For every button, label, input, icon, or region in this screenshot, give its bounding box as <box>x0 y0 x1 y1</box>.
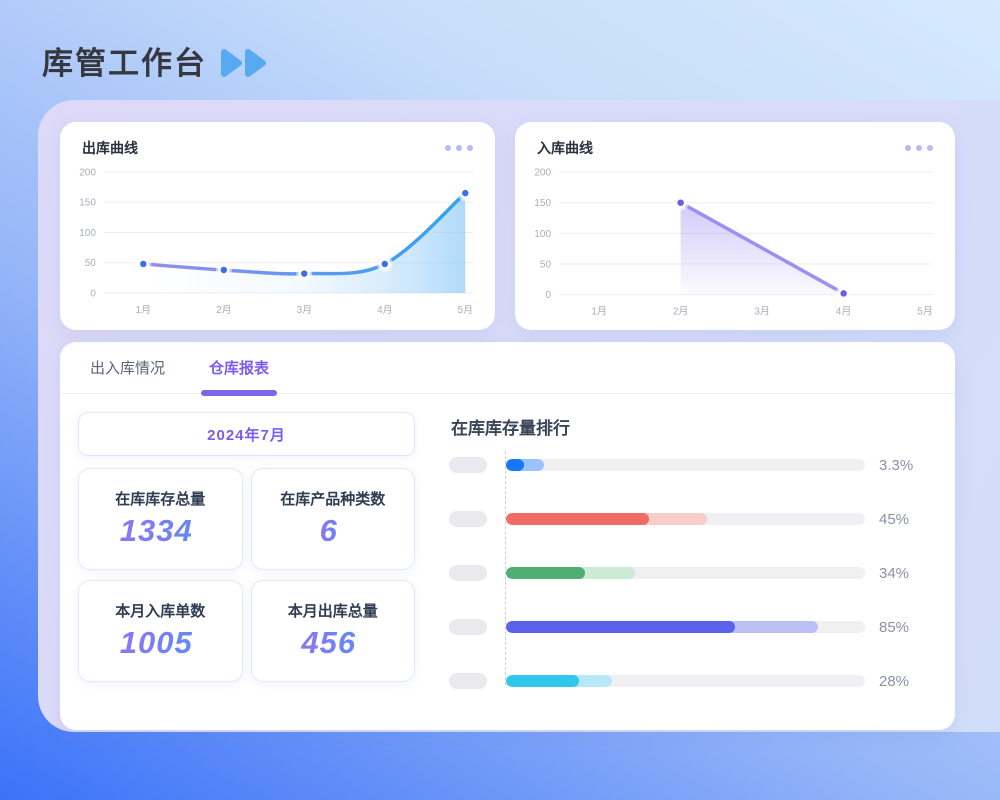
bar-solid-segment <box>506 621 736 633</box>
percent-label: 45% <box>879 510 910 528</box>
stat-card-inbound-orders: 本月入库单数 1005 <box>78 580 243 682</box>
ranking-title: 在库库存量排行 <box>451 419 570 438</box>
stat-value: 456 <box>301 625 364 663</box>
ranking-rows: 3.3% 45% 34% 85% 28% <box>449 451 927 690</box>
ranking-row: 28% <box>449 672 927 690</box>
category-pill <box>449 673 487 689</box>
more-dots-menu-icon[interactable] <box>903 141 935 155</box>
month-selector[interactable]: 2024年7月 <box>78 412 415 456</box>
x-axis-tick-label: 3月 <box>297 304 312 316</box>
data-point <box>379 258 391 270</box>
inbound-chart-card: 入库曲线 0 50 100 150 200 1月 2月 3月 4月 5月 <box>515 122 955 330</box>
more-dots-menu-icon[interactable] <box>443 141 475 155</box>
stat-label: 本月出库总量 <box>287 602 378 620</box>
stat-label: 在库产品种类数 <box>280 490 386 508</box>
category-pill <box>449 565 487 581</box>
x-axis-tick-label: 1月 <box>136 304 151 316</box>
report-content: 2024年7月 在库库存总量 1334 在库产品种类数 6 本月入库单数 100… <box>60 394 955 690</box>
ranking-row: 45% <box>449 510 927 528</box>
data-point <box>218 264 230 276</box>
ranking-column: 在库库存量排行 3.3% 45% 34% 85% 28% <box>449 412 927 690</box>
stats-grid: 在库库存总量 1334 在库产品种类数 6 本月入库单数 1005 本月出库总量… <box>78 468 415 682</box>
y-axis-tick-label: 0 <box>90 288 96 299</box>
page-header: 库管工作台 <box>42 38 271 83</box>
x-axis-tick-label: 2月 <box>216 304 231 316</box>
stat-value: 1334 <box>120 513 201 551</box>
card-header: 入库曲线 <box>529 136 941 158</box>
category-pill <box>449 619 487 635</box>
inbound-line-chart: 0 50 100 150 200 1月 2月 3月 4月 5月 <box>534 168 933 318</box>
x-axis-tick-label: 2月 <box>673 306 689 318</box>
chart-title: 出库曲线 <box>82 140 138 156</box>
stats-column: 2024年7月 在库库存总量 1334 在库产品种类数 6 本月入库单数 100… <box>78 412 415 689</box>
y-axis-tick-label: 200 <box>534 168 551 179</box>
y-axis-tick-label: 100 <box>79 228 96 239</box>
x-axis-tick-label: 1月 <box>591 306 607 318</box>
bar-track <box>506 513 865 525</box>
bar-track <box>506 567 865 579</box>
outbound-chart-card: 出库曲线 0 50 100 150 200 1月 2月 3月 4 <box>60 122 495 330</box>
category-pill <box>449 511 487 527</box>
category-pill <box>449 457 487 473</box>
x-axis-tick-label: 5月 <box>917 306 933 318</box>
ranking-row: 3.3% <box>449 456 927 474</box>
tab-warehouse-report[interactable]: 仓库报表 <box>201 342 277 396</box>
y-axis-tick-label: 50 <box>85 258 97 269</box>
tab-bar: 出入库情况 仓库报表 <box>60 342 955 396</box>
bar-track <box>506 675 865 687</box>
outbound-line-chart: 0 50 100 150 200 1月 2月 3月 4月 5月 <box>79 167 474 316</box>
x-axis-tick-label: 4月 <box>836 306 852 318</box>
stat-value: 1005 <box>120 625 201 663</box>
stat-value: 6 <box>320 513 346 551</box>
ranking-row: 34% <box>449 564 927 582</box>
data-point <box>837 287 850 300</box>
double-play-arrows-icon <box>221 48 266 77</box>
stat-card-product-types: 在库产品种类数 6 <box>250 468 415 570</box>
bar-solid-segment <box>506 675 579 687</box>
y-axis-tick-label: 150 <box>79 198 96 209</box>
data-point <box>459 187 472 199</box>
report-tab-card: 出入库情况 仓库报表 2024年7月 在库库存总量 1334 在库产品种类数 6… <box>60 342 955 730</box>
bar-solid-segment <box>506 513 649 525</box>
bar-solid-segment <box>506 567 585 579</box>
chart-title: 入库曲线 <box>537 140 593 156</box>
percent-label: 34% <box>879 564 910 582</box>
x-axis-tick-label: 3月 <box>754 306 770 318</box>
x-axis-tick-label: 5月 <box>458 304 473 316</box>
stat-label: 在库库存总量 <box>115 490 206 508</box>
bar-track <box>506 621 865 633</box>
stat-card-outbound-total: 本月出库总量 456 <box>250 580 415 682</box>
stat-card-total-stock: 在库库存总量 1334 <box>78 468 243 570</box>
bar-track <box>506 459 865 471</box>
data-point <box>298 267 311 280</box>
y-axis-tick-label: 150 <box>534 198 551 209</box>
ranking-row: 85% <box>449 618 927 636</box>
y-axis-tick-label: 200 <box>79 167 96 178</box>
tab-inout-status[interactable]: 出入库情况 <box>90 360 166 377</box>
data-point <box>137 258 150 270</box>
data-line <box>678 200 846 296</box>
y-axis-tick-label: 0 <box>546 290 552 301</box>
dashboard-panel: 出库曲线 0 50 100 150 200 1月 2月 3月 4 <box>38 100 1000 732</box>
y-axis-tick-label: 50 <box>540 260 552 271</box>
dashed-baseline <box>505 451 506 685</box>
x-axis-tick-label: 4月 <box>377 304 392 316</box>
data-point <box>674 196 687 209</box>
page-title: 库管工作台 <box>42 46 207 81</box>
bar-solid-segment <box>506 459 525 471</box>
card-header: 出库曲线 <box>74 136 481 158</box>
y-axis-tick-label: 100 <box>534 229 551 240</box>
stat-label: 本月入库单数 <box>115 602 206 620</box>
percent-label: 28% <box>879 672 910 690</box>
percent-label: 85% <box>879 618 910 636</box>
charts-row: 出库曲线 0 50 100 150 200 1月 2月 3月 4 <box>60 122 955 330</box>
percent-label: 3.3% <box>879 456 914 474</box>
